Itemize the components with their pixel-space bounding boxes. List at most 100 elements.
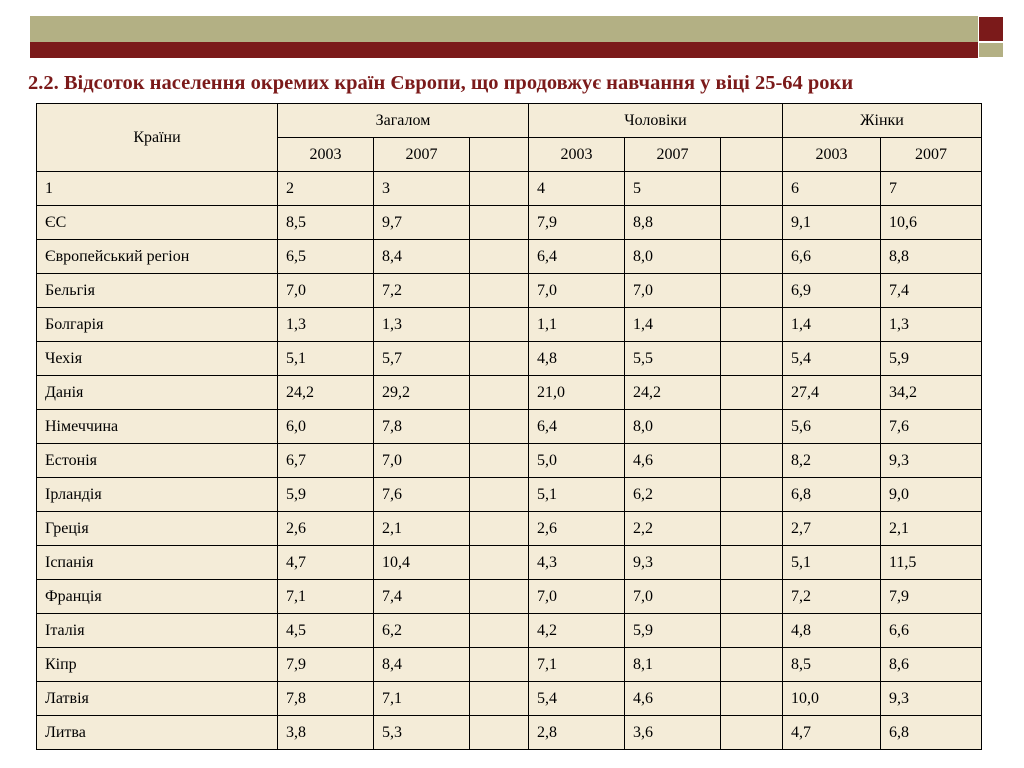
year-header: 2007 [624, 137, 721, 172]
country-name-cell: Іспанія [36, 545, 278, 580]
value-cell: 1,4 [624, 307, 721, 342]
value-cell: 2,6 [277, 511, 374, 546]
value-cell: 5,9 [624, 613, 721, 648]
value-cell: 5,3 [373, 715, 470, 750]
value-cell [469, 477, 529, 512]
table-row: Данія 24,2 29,2 21,0 24,2 27,4 34,2 [36, 375, 982, 410]
value-cell [469, 647, 529, 682]
country-name-cell: Німеччина [36, 409, 278, 444]
year-header: 2003 [782, 137, 881, 172]
value-cell: 8,2 [782, 443, 881, 478]
country-name-cell: Греція [36, 511, 278, 546]
value-cell [720, 681, 783, 716]
column-number [469, 171, 529, 206]
value-cell: 1,3 [880, 307, 982, 342]
value-cell: 4,5 [277, 613, 374, 648]
value-cell [469, 545, 529, 580]
value-cell [469, 273, 529, 308]
table-header-row: Країни Загалом Чоловіки Жінки [36, 103, 982, 172]
value-cell: 7,0 [624, 273, 721, 308]
value-cell [469, 375, 529, 410]
table-row: Іспанія 4,7 10,4 4,3 9,3 5,1 11,5 [36, 545, 982, 580]
value-cell: 7,0 [624, 579, 721, 614]
decor-square-bottom [978, 42, 1004, 58]
value-cell: 5,4 [528, 681, 625, 716]
value-cell: 7,2 [373, 273, 470, 308]
slide-title: 2.2. Відсоток населення окремих країн Єв… [28, 72, 854, 94]
value-cell: 7,9 [528, 205, 625, 240]
country-name-cell: Італія [36, 613, 278, 648]
country-name-cell: Кіпр [36, 647, 278, 682]
value-cell: 2,2 [624, 511, 721, 546]
country-name-cell: ЄС [36, 205, 278, 240]
value-cell: 27,4 [782, 375, 881, 410]
table-row: Кіпр 7,9 8,4 7,1 8,1 8,5 8,6 [36, 647, 982, 682]
value-cell: 5,4 [782, 341, 881, 376]
value-cell [720, 545, 783, 580]
value-cell [720, 511, 783, 546]
value-cell [720, 477, 783, 512]
value-cell: 7,0 [373, 443, 470, 478]
value-cell: 6,5 [277, 239, 374, 274]
value-cell: 6,8 [782, 477, 881, 512]
value-cell [720, 579, 783, 614]
value-cell: 8,5 [277, 205, 374, 240]
table-row: Болгарія 1,3 1,3 1,1 1,4 1,4 1,3 [36, 307, 982, 342]
value-cell: 5,7 [373, 341, 470, 376]
value-cell [720, 409, 783, 444]
column-number: 6 [782, 171, 881, 206]
year-header: 2003 [528, 137, 625, 172]
value-cell: 7,0 [528, 273, 625, 308]
value-cell [720, 443, 783, 478]
value-cell: 6,6 [782, 239, 881, 274]
value-cell: 10,6 [880, 205, 982, 240]
value-cell [720, 205, 783, 240]
year-header: 2007 [880, 137, 982, 172]
column-number-row: 1 2 3 4 5 6 7 [36, 171, 982, 206]
value-cell [720, 375, 783, 410]
value-cell: 7,1 [373, 681, 470, 716]
value-cell: 10,4 [373, 545, 470, 580]
country-name-cell: Данія [36, 375, 278, 410]
value-cell: 6,9 [782, 273, 881, 308]
value-cell: 8,5 [782, 647, 881, 682]
value-cell: 3,6 [624, 715, 721, 750]
table-row: Франція 7,1 7,4 7,0 7,0 7,2 7,9 [36, 579, 982, 614]
table-row: Литва 3,8 5,3 2,8 3,6 4,7 6,8 [36, 715, 982, 750]
value-cell [720, 715, 783, 750]
table-row: Чехія 5,1 5,7 4,8 5,5 5,4 5,9 [36, 341, 982, 376]
group-header-total: Загалом [277, 103, 529, 138]
value-cell: 8,4 [373, 647, 470, 682]
value-cell [720, 613, 783, 648]
table-row: Латвія 7,8 7,1 5,4 4,6 10,0 9,3 [36, 681, 982, 716]
group-header-women: Жінки [782, 103, 982, 138]
year-header: 2007 [373, 137, 470, 172]
value-cell: 7,0 [277, 273, 374, 308]
column-number: 1 [36, 171, 278, 206]
table-row: Естонія 6,7 7,0 5,0 4,6 8,2 9,3 [36, 443, 982, 478]
value-cell: 4,8 [528, 341, 625, 376]
value-cell: 1,4 [782, 307, 881, 342]
value-cell [469, 205, 529, 240]
decor-bar-top [30, 16, 978, 42]
value-cell: 5,1 [782, 545, 881, 580]
value-cell [720, 239, 783, 274]
value-cell: 1,1 [528, 307, 625, 342]
value-cell: 2,6 [528, 511, 625, 546]
value-cell: 8,0 [624, 239, 721, 274]
table-row: Італія 4,5 6,2 4,2 5,9 4,8 6,6 [36, 613, 982, 648]
table-row: ЄС 8,5 9,7 7,9 8,8 9,1 10,6 [36, 205, 982, 240]
value-cell [469, 511, 529, 546]
value-cell: 5,0 [528, 443, 625, 478]
column-number [720, 171, 783, 206]
column-number: 5 [624, 171, 721, 206]
value-cell: 8,0 [624, 409, 721, 444]
value-cell: 7,2 [782, 579, 881, 614]
table-row: Греція 2,6 2,1 2,6 2,2 2,7 2,1 [36, 511, 982, 546]
value-cell: 21,0 [528, 375, 625, 410]
value-cell: 2,1 [880, 511, 982, 546]
value-cell [469, 307, 529, 342]
value-cell: 9,3 [880, 443, 982, 478]
value-cell: 6,4 [528, 239, 625, 274]
country-name-cell: Ірландія [36, 477, 278, 512]
